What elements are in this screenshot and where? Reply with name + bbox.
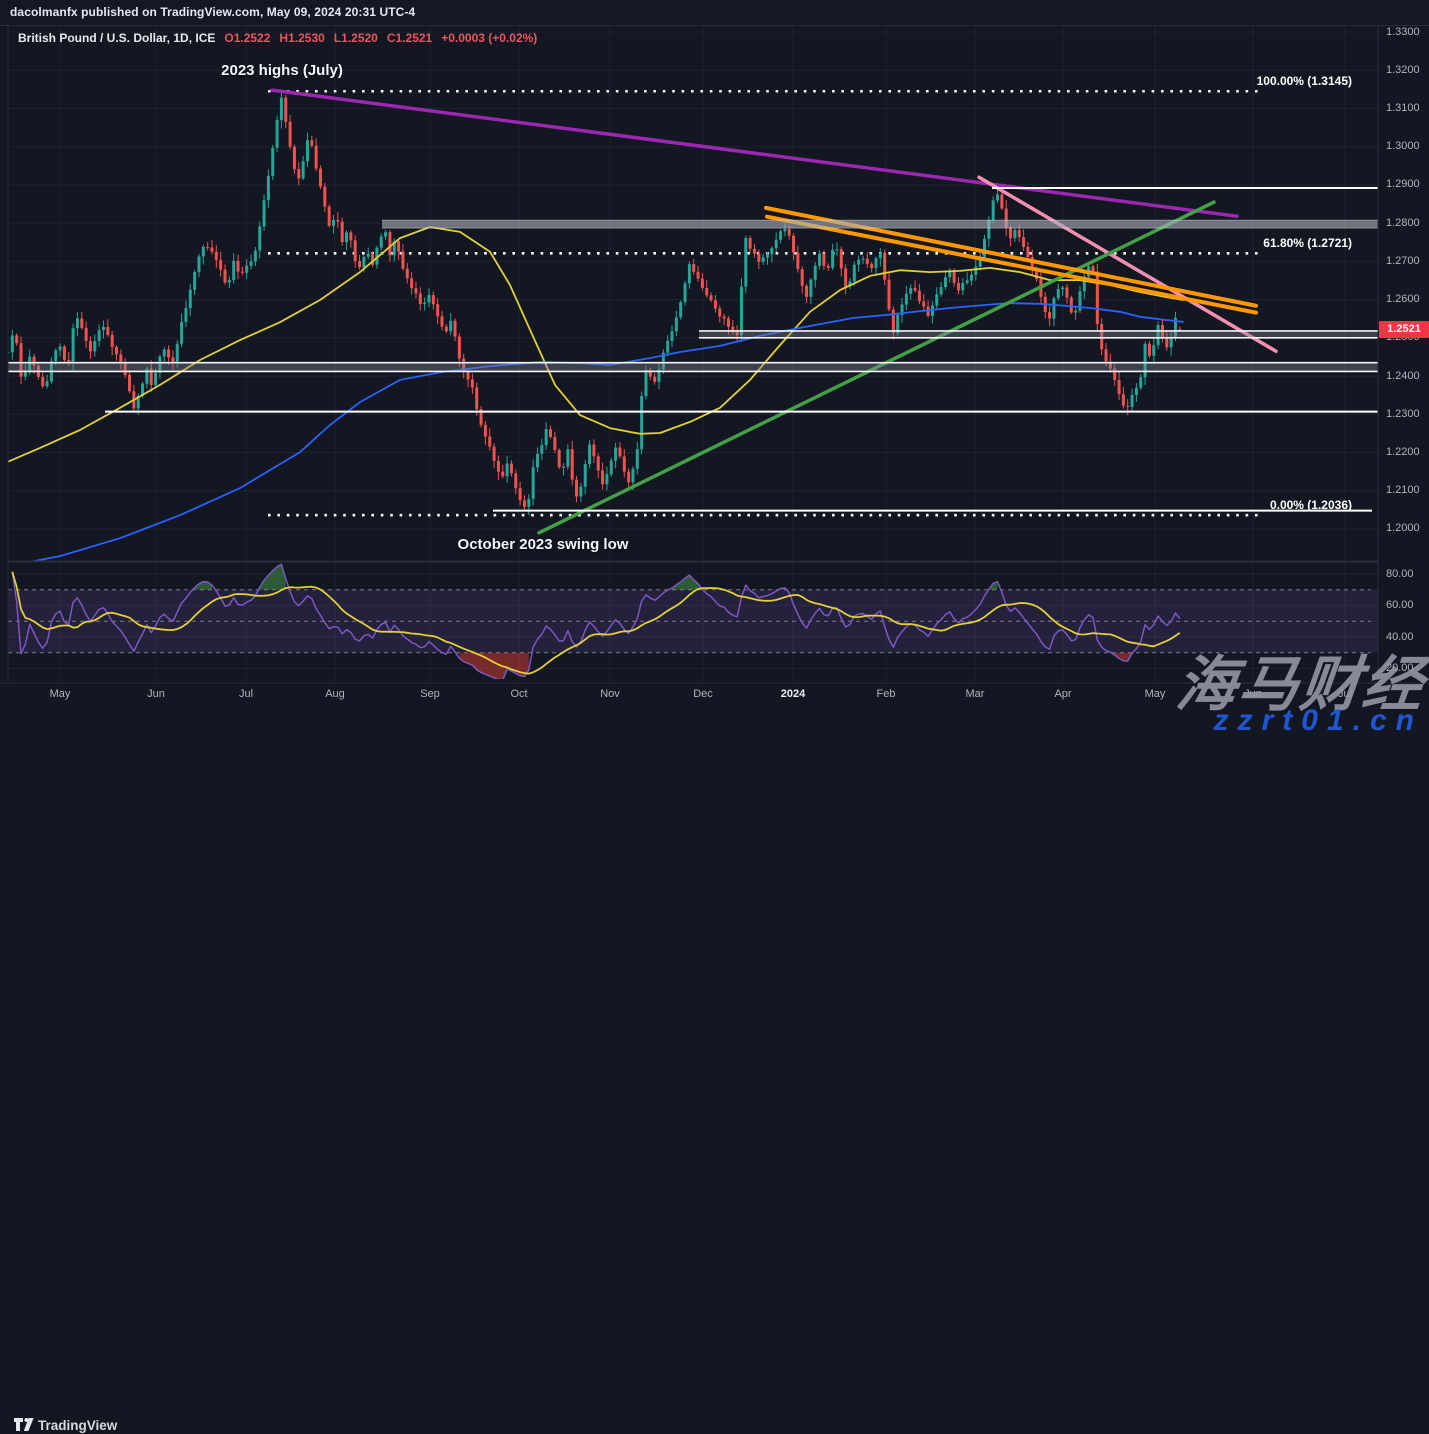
rsi-axis-label: 80.00 [1386, 567, 1414, 580]
price-axis-label: 1.2100 [1386, 484, 1420, 497]
tradingview-brand[interactable]: TradingView [38, 1418, 118, 1433]
chart-frame [0, 25, 1429, 707]
time-axis-label: Dec [693, 688, 713, 700]
price-axis-label: 1.2000 [1386, 522, 1420, 535]
watermark-url: zzrt01.cn [1213, 704, 1423, 737]
published-caption: dacolmanfx published on TradingView.com,… [10, 5, 416, 19]
tradingview-logo-icon[interactable] [14, 1418, 34, 1434]
time-axis-label: Feb [876, 688, 896, 700]
last-price-badge: 1.2521 [1379, 321, 1429, 339]
ohlc-item: H1.2530 [279, 31, 325, 45]
fib-level-label: 100.00% (1.3145) [1256, 74, 1352, 89]
price-axis-label: 1.2600 [1386, 293, 1420, 306]
time-axis-label: Jul [238, 688, 254, 700]
change-value: +0.0003 (+0.02%) [441, 31, 538, 45]
price-axis-label: 1.3300 [1386, 25, 1420, 38]
price-axis-label: 1.2700 [1386, 254, 1420, 267]
price-axis-label: 1.3100 [1386, 101, 1420, 114]
time-axis-label: 2024 [780, 688, 806, 700]
rsi-axis-label: 60.00 [1386, 599, 1414, 611]
time-axis-label: Jun [1244, 688, 1262, 700]
price-axis-label: 1.3000 [1386, 140, 1420, 153]
rsi-axis-label: 20.00 [1386, 662, 1414, 674]
time-axis-label: Mar [965, 688, 985, 700]
top-bar: dacolmanfx published on TradingView.com,… [0, 0, 1429, 25]
time-axis-label: Oct [510, 688, 528, 700]
time-axis-label: Apr [1054, 688, 1072, 700]
symbol-title: British Pound / U.S. Dollar, 1D, ICE [18, 31, 216, 45]
annotation-2023-highs: 2023 highs (July) [221, 62, 343, 79]
price-axis-label: 1.2800 [1386, 216, 1420, 229]
time-axis-label: Jun [147, 688, 165, 700]
ohlc-values: O1.2522 H1.2530 L1.2520 C1.2521 [215, 31, 432, 45]
price-axis-label: 1.2400 [1386, 369, 1420, 382]
symbol-header[interactable]: British Pound / U.S. Dollar, 1D, ICE O1.2… [18, 31, 537, 45]
time-axis-label: Sep [420, 688, 440, 700]
ohlc-item: O1.2522 [224, 31, 271, 45]
time-axis-label: Jul [1337, 688, 1353, 700]
fib-level-label: 61.80% (1.2721) [1263, 236, 1352, 251]
time-axis-label: May [49, 688, 71, 700]
fib-level-label: 0.00% (1.2036) [1269, 498, 1352, 513]
rsi-axis-label: 40.00 [1386, 630, 1414, 643]
price-axis-label: 1.2300 [1386, 407, 1420, 420]
time-axis-label: Aug [325, 688, 345, 700]
time-axis-label: Nov [600, 688, 620, 700]
ohlc-item: L1.2520 [333, 31, 378, 45]
annotation-october-swing-low: October 2023 swing low [457, 536, 629, 553]
price-chart-canvas[interactable] [0, 25, 1429, 706]
time-axis-label: May [1144, 688, 1166, 700]
price-axis-label: 1.3200 [1386, 63, 1420, 76]
price-axis-label: 1.2900 [1386, 178, 1420, 191]
price-axis-label: 1.2200 [1386, 446, 1420, 459]
ohlc-item: C1.2521 [386, 31, 433, 45]
